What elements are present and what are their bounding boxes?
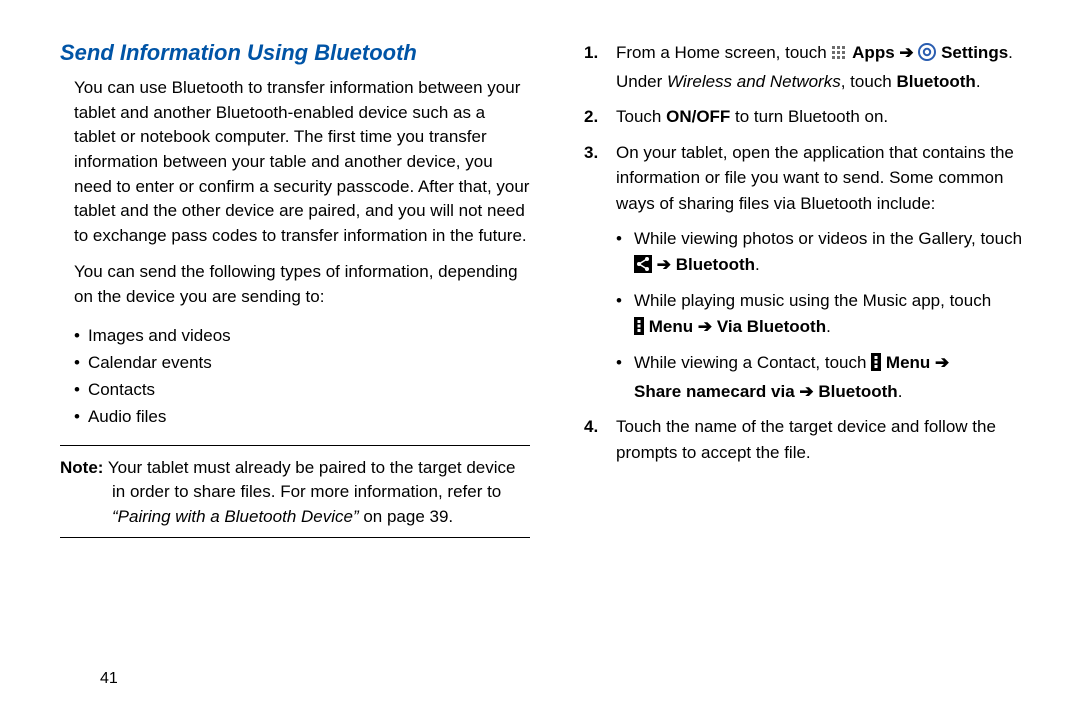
sub-list: While viewing photos or videos in the Ga… (616, 226, 1040, 404)
bluetooth-label: Bluetooth (676, 255, 755, 274)
sub-text: While viewing a Contact, touch (634, 353, 871, 372)
note-paragraph: Note: Your tablet must already be paired… (60, 456, 530, 530)
menu-dots-icon (634, 317, 644, 343)
manual-page: Send Information Using Bluetooth You can… (0, 0, 1080, 720)
sub-text: While playing music using the Music app,… (634, 291, 991, 310)
apps-grid-icon (831, 43, 847, 69)
list-item: Contacts (74, 376, 530, 403)
list-item: Calendar events (74, 349, 530, 376)
menu-label: Menu (886, 353, 930, 372)
arrow-icon: ➔ (930, 353, 949, 372)
step-text: On your tablet, open the application tha… (616, 143, 1014, 213)
note-text: Your tablet must already be paired to th… (103, 458, 515, 502)
step-4: Touch the name of the target device and … (570, 414, 1040, 465)
steps-list: From a Home screen, touch Apps ➔ (570, 40, 1040, 465)
two-column-layout: Send Information Using Bluetooth You can… (60, 40, 1040, 548)
apps-label: Apps (852, 43, 895, 62)
note-suffix: on page 39. (359, 507, 454, 526)
step-3: On your tablet, open the application tha… (570, 140, 1040, 405)
step-em: Wireless and Networks (667, 72, 841, 91)
sub-item: While viewing a Contact, touch Menu ➔ (616, 350, 1040, 404)
onoff-label: ON/OFF (666, 107, 730, 126)
step-text: Touch (616, 107, 666, 126)
sub-item: While playing music using the Music app,… (616, 288, 1040, 342)
step-text: Touch the name of the target device and … (616, 417, 996, 462)
step-text: to turn Bluetooth on. (730, 107, 888, 126)
share-icon (634, 255, 652, 281)
note-ref: “Pairing with a Bluetooth Device” (112, 507, 359, 526)
step-2: Touch ON/OFF to turn Bluetooth on. (570, 104, 1040, 130)
page-number: 41 (100, 670, 118, 688)
step-1: From a Home screen, touch Apps ➔ (570, 40, 1040, 94)
sub-text: While viewing photos or videos in the Ga… (634, 229, 1022, 248)
list-item: Audio files (74, 403, 530, 430)
intro-paragraph: You can use Bluetooth to transfer inform… (60, 76, 530, 248)
arrow-icon: ➔ (899, 43, 918, 62)
settings-gear-icon (918, 43, 936, 69)
list-item: Images and videos (74, 322, 530, 349)
lead-paragraph: You can send the following types of info… (60, 260, 530, 309)
settings-label: Settings (941, 43, 1008, 62)
note-label: Note: (60, 458, 103, 477)
arrow-icon: ➔ (795, 382, 819, 401)
step-text: . (976, 72, 981, 91)
menu-label: Menu (649, 317, 693, 336)
sub-text: . (826, 317, 831, 336)
bluetooth-label: Bluetooth (818, 382, 897, 401)
sub-text: . (898, 382, 903, 401)
section-title: Send Information Using Bluetooth (60, 40, 530, 66)
share-namecard-label: Share namecard via (634, 382, 795, 401)
via-bluetooth-label: Via Bluetooth (717, 317, 826, 336)
left-column: Send Information Using Bluetooth You can… (60, 40, 530, 548)
right-column: From a Home screen, touch Apps ➔ (570, 40, 1040, 548)
horizontal-rule (60, 537, 530, 538)
step-text: , touch (841, 72, 897, 91)
step-text: From a Home screen, touch (616, 43, 831, 62)
menu-dots-icon (871, 353, 881, 379)
sub-item: While viewing photos or videos in the Ga… (616, 226, 1040, 280)
horizontal-rule (60, 445, 530, 446)
info-types-list: Images and videos Calendar events Contac… (60, 322, 530, 431)
arrow-icon: ➔ (657, 255, 676, 274)
sub-text: . (755, 255, 760, 274)
bluetooth-label: Bluetooth (896, 72, 975, 91)
arrow-icon: ➔ (693, 317, 717, 336)
